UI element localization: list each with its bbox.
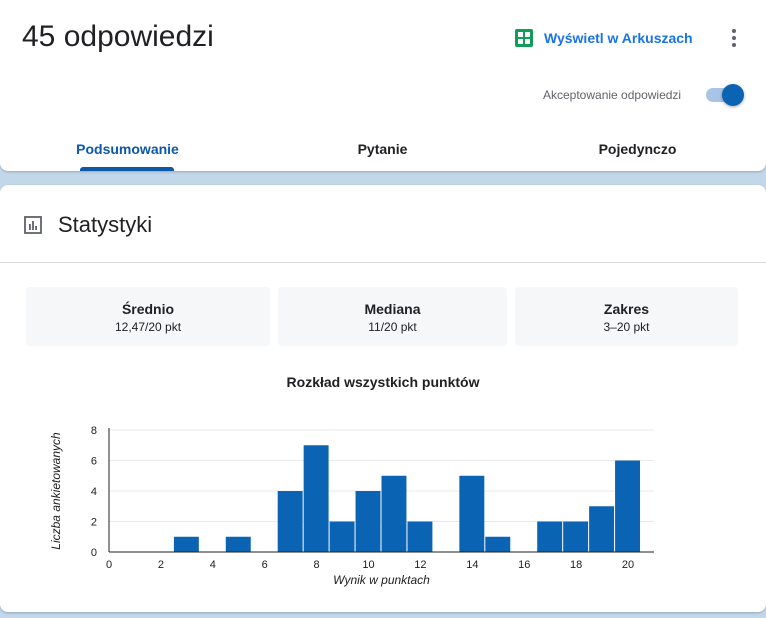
x-tick-label: 6 [262, 559, 268, 571]
x-tick-label: 10 [362, 559, 374, 571]
tab-summary[interactable]: Podsumowanie [76, 141, 179, 157]
histogram-bar[interactable] [329, 521, 355, 553]
view-in-sheets-label: Wyświetl w Arkuszach [544, 30, 693, 46]
histogram-bar[interactable] [459, 475, 485, 552]
histogram-bar[interactable] [537, 521, 563, 553]
tab-individual[interactable]: Pojedynczo [598, 141, 677, 157]
x-axis-title: Wynik w punktach [333, 573, 430, 587]
x-tick-label: 8 [314, 559, 320, 571]
google-sheets-icon [515, 29, 533, 47]
stat-range: Zakres 3–20 pkt [515, 287, 738, 346]
histogram-bar[interactable] [173, 536, 199, 552]
section-divider [0, 262, 766, 263]
y-tick-label: 4 [91, 486, 97, 498]
accepting-responses-label: Akceptowanie odpowiedzi [543, 88, 682, 102]
y-tick-label: 8 [91, 425, 97, 437]
tab-question[interactable]: Pytanie [357, 141, 408, 157]
x-tick-label: 14 [466, 559, 478, 571]
stat-range-value: 3–20 pkt [603, 320, 650, 334]
x-tick-label: 4 [210, 559, 216, 571]
histogram-bar[interactable] [355, 491, 381, 552]
y-tick-label: 0 [91, 547, 97, 559]
y-axis-title: Liczba ankietowanych [49, 432, 63, 550]
stat-median-label: Mediana [364, 301, 421, 317]
histogram-bar[interactable] [563, 521, 589, 553]
active-tab-indicator [80, 167, 174, 171]
histogram-bar[interactable] [277, 491, 303, 552]
y-tick-label: 2 [91, 517, 97, 529]
chart-title: Rozkład wszystkich punktów [286, 374, 480, 390]
histogram-bar[interactable] [485, 536, 511, 552]
histogram-bar[interactable] [303, 445, 329, 552]
stat-average-value: 12,47/20 pkt [114, 320, 182, 334]
more-vert-icon[interactable] [722, 26, 746, 50]
statistics-card: Statystyki Średnio 12,47/20 pkt Mediana … [0, 185, 766, 612]
histogram-bar[interactable] [589, 506, 615, 552]
x-tick-label: 0 [106, 559, 112, 571]
accepting-responses-toggle[interactable] [704, 84, 744, 106]
histogram-bar[interactable] [615, 460, 641, 553]
statistics-title: Statystyki [58, 212, 153, 237]
x-tick-label: 12 [414, 559, 426, 571]
responses-count-title: 45 odpowiedzi [22, 20, 214, 53]
toggle-knob [722, 84, 744, 106]
y-tick-label: 6 [91, 456, 97, 468]
histogram-bar[interactable] [225, 536, 251, 552]
stat-range-label: Zakres [603, 301, 650, 317]
x-tick-label: 20 [622, 559, 634, 571]
stat-average: Średnio 12,47/20 pkt [26, 287, 270, 346]
histogram-bar[interactable] [381, 475, 407, 552]
stat-median: Mediana 11/20 pkt [278, 287, 507, 346]
stat-average-label: Średnio [121, 301, 175, 317]
bar-chart-icon [24, 216, 42, 234]
responses-header-card: 45 odpowiedzi Wyświetl w Arkuszach Akcep… [0, 0, 766, 171]
x-tick-label: 2 [158, 559, 164, 571]
x-tick-label: 18 [570, 559, 582, 571]
view-in-sheets-link[interactable]: Wyświetl w Arkuszach [514, 28, 693, 48]
x-tick-label: 16 [518, 559, 530, 571]
stat-median-value: 11/20 pkt [368, 320, 417, 334]
histogram-bar[interactable] [407, 521, 433, 553]
